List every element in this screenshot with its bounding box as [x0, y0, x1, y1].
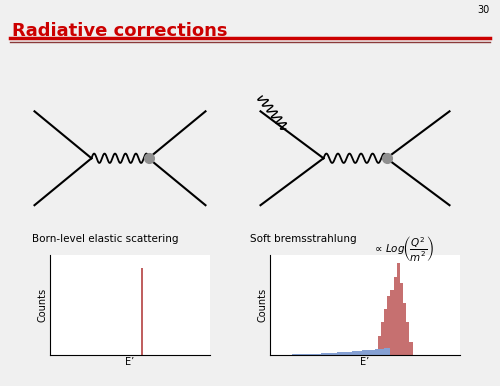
- Text: Born-level elastic scattering: Born-level elastic scattering: [32, 234, 179, 244]
- Bar: [334, 353, 336, 355]
- X-axis label: E’: E’: [360, 357, 370, 367]
- Bar: [340, 352, 343, 355]
- Bar: [343, 352, 346, 355]
- Bar: [390, 290, 394, 355]
- Bar: [324, 353, 327, 355]
- Bar: [314, 354, 318, 355]
- Bar: [311, 354, 314, 355]
- Bar: [308, 354, 311, 355]
- Bar: [396, 264, 400, 355]
- Bar: [406, 322, 409, 355]
- X-axis label: E’: E’: [126, 357, 134, 367]
- Bar: [403, 303, 406, 355]
- Bar: [378, 349, 381, 355]
- Bar: [296, 354, 298, 355]
- Bar: [394, 277, 396, 355]
- Bar: [349, 352, 352, 355]
- Bar: [381, 349, 384, 355]
- Bar: [372, 350, 374, 355]
- Bar: [384, 309, 387, 348]
- Bar: [362, 350, 365, 355]
- Bar: [302, 354, 305, 355]
- Bar: [410, 342, 412, 355]
- Bar: [365, 350, 368, 355]
- Bar: [358, 351, 362, 355]
- Bar: [336, 352, 340, 355]
- Bar: [387, 348, 390, 355]
- Bar: [292, 354, 296, 355]
- Bar: [387, 296, 390, 348]
- Bar: [378, 336, 381, 349]
- Bar: [320, 354, 324, 355]
- Bar: [346, 352, 349, 355]
- Bar: [356, 351, 358, 355]
- Text: Soft bremsstrahlung: Soft bremsstrahlung: [250, 234, 356, 244]
- Bar: [298, 354, 302, 355]
- Bar: [318, 354, 320, 355]
- Text: Radiative corrections: Radiative corrections: [12, 22, 228, 40]
- Y-axis label: Counts: Counts: [37, 288, 47, 322]
- Bar: [289, 354, 292, 355]
- Bar: [327, 353, 330, 355]
- Bar: [305, 354, 308, 355]
- Bar: [400, 283, 403, 355]
- Bar: [352, 351, 356, 355]
- Bar: [374, 349, 378, 355]
- Bar: [381, 322, 384, 349]
- Bar: [141, 268, 143, 355]
- Y-axis label: Counts: Counts: [257, 288, 267, 322]
- Bar: [330, 353, 334, 355]
- Text: 30: 30: [478, 5, 490, 15]
- Text: $\propto\,Log\!\left(\dfrac{Q^2}{m^2}\right)$: $\propto\,Log\!\left(\dfrac{Q^2}{m^2}\ri…: [372, 234, 434, 262]
- Bar: [384, 348, 387, 355]
- Bar: [368, 350, 372, 355]
